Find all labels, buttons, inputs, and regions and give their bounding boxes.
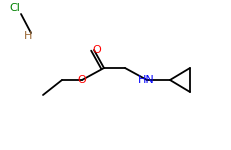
Text: Cl: Cl — [10, 3, 21, 13]
Text: O: O — [77, 75, 86, 85]
Text: O: O — [92, 45, 101, 55]
Text: H: H — [24, 31, 32, 41]
Text: HN: HN — [137, 75, 154, 85]
